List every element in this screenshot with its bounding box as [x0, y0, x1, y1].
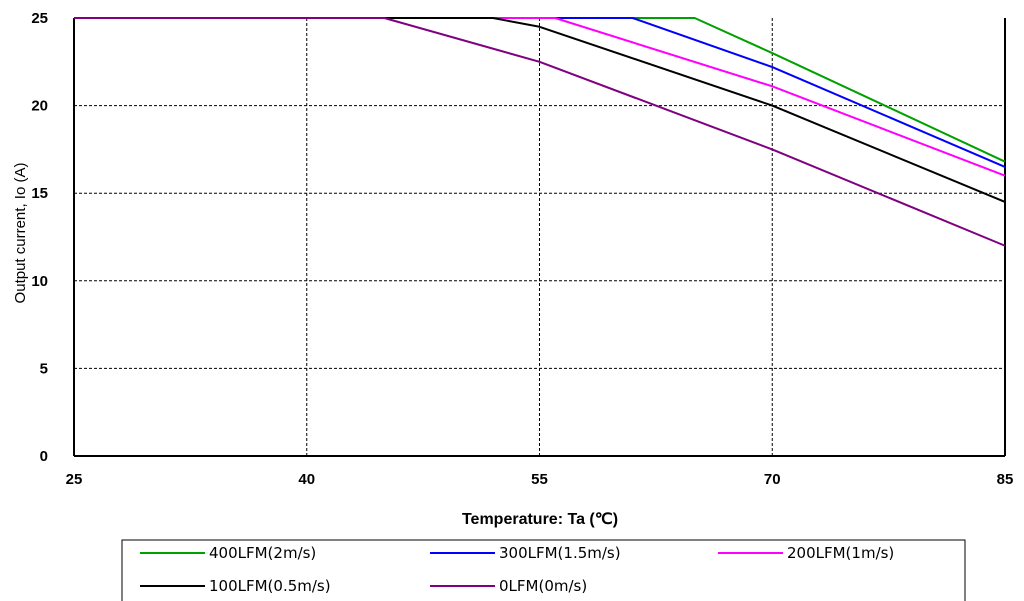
y-tick-label: 20 [31, 98, 48, 115]
legend: 400LFM(2m/s) 300LFM(1.5m/s) 200LFM(1m/s) 10… [121, 539, 966, 601]
y-tick-label: 10 [31, 273, 48, 290]
legend-label-3: 100LFM(0.5m/s) [209, 577, 331, 595]
legend-box [121, 539, 966, 601]
tick-labels: 25 40 55 70 85 0 5 10 15 20 25 [31, 10, 1013, 488]
y-tick-label: 0 [40, 448, 48, 465]
series-lines [74, 17, 1006, 247]
y-tick-label: 5 [40, 360, 48, 377]
y-axis-label: Output current, Io (A) [12, 163, 29, 304]
y-tick-label: 25 [31, 10, 48, 27]
legend-label-4: 0LFM(0m/s) [499, 577, 587, 595]
legend-label-2: 200LFM(1m/s) [787, 544, 894, 562]
x-tick-label: 25 [66, 471, 83, 488]
legend-label-1: 300LFM(1.5m/s) [499, 544, 621, 562]
legend-label-0: 400LFM(2m/s) [209, 544, 316, 562]
x-tick-label: 70 [764, 471, 781, 488]
x-tick-label: 55 [531, 471, 548, 488]
series-line-4 [74, 17, 1006, 247]
x-tick-label: 40 [298, 471, 315, 488]
x-tick-label: 85 [997, 471, 1014, 488]
grid-lines [74, 18, 1005, 456]
x-axis-label: Temperature: Ta (℃) [462, 511, 618, 528]
axes [73, 18, 1006, 457]
y-tick-label: 15 [31, 185, 48, 202]
